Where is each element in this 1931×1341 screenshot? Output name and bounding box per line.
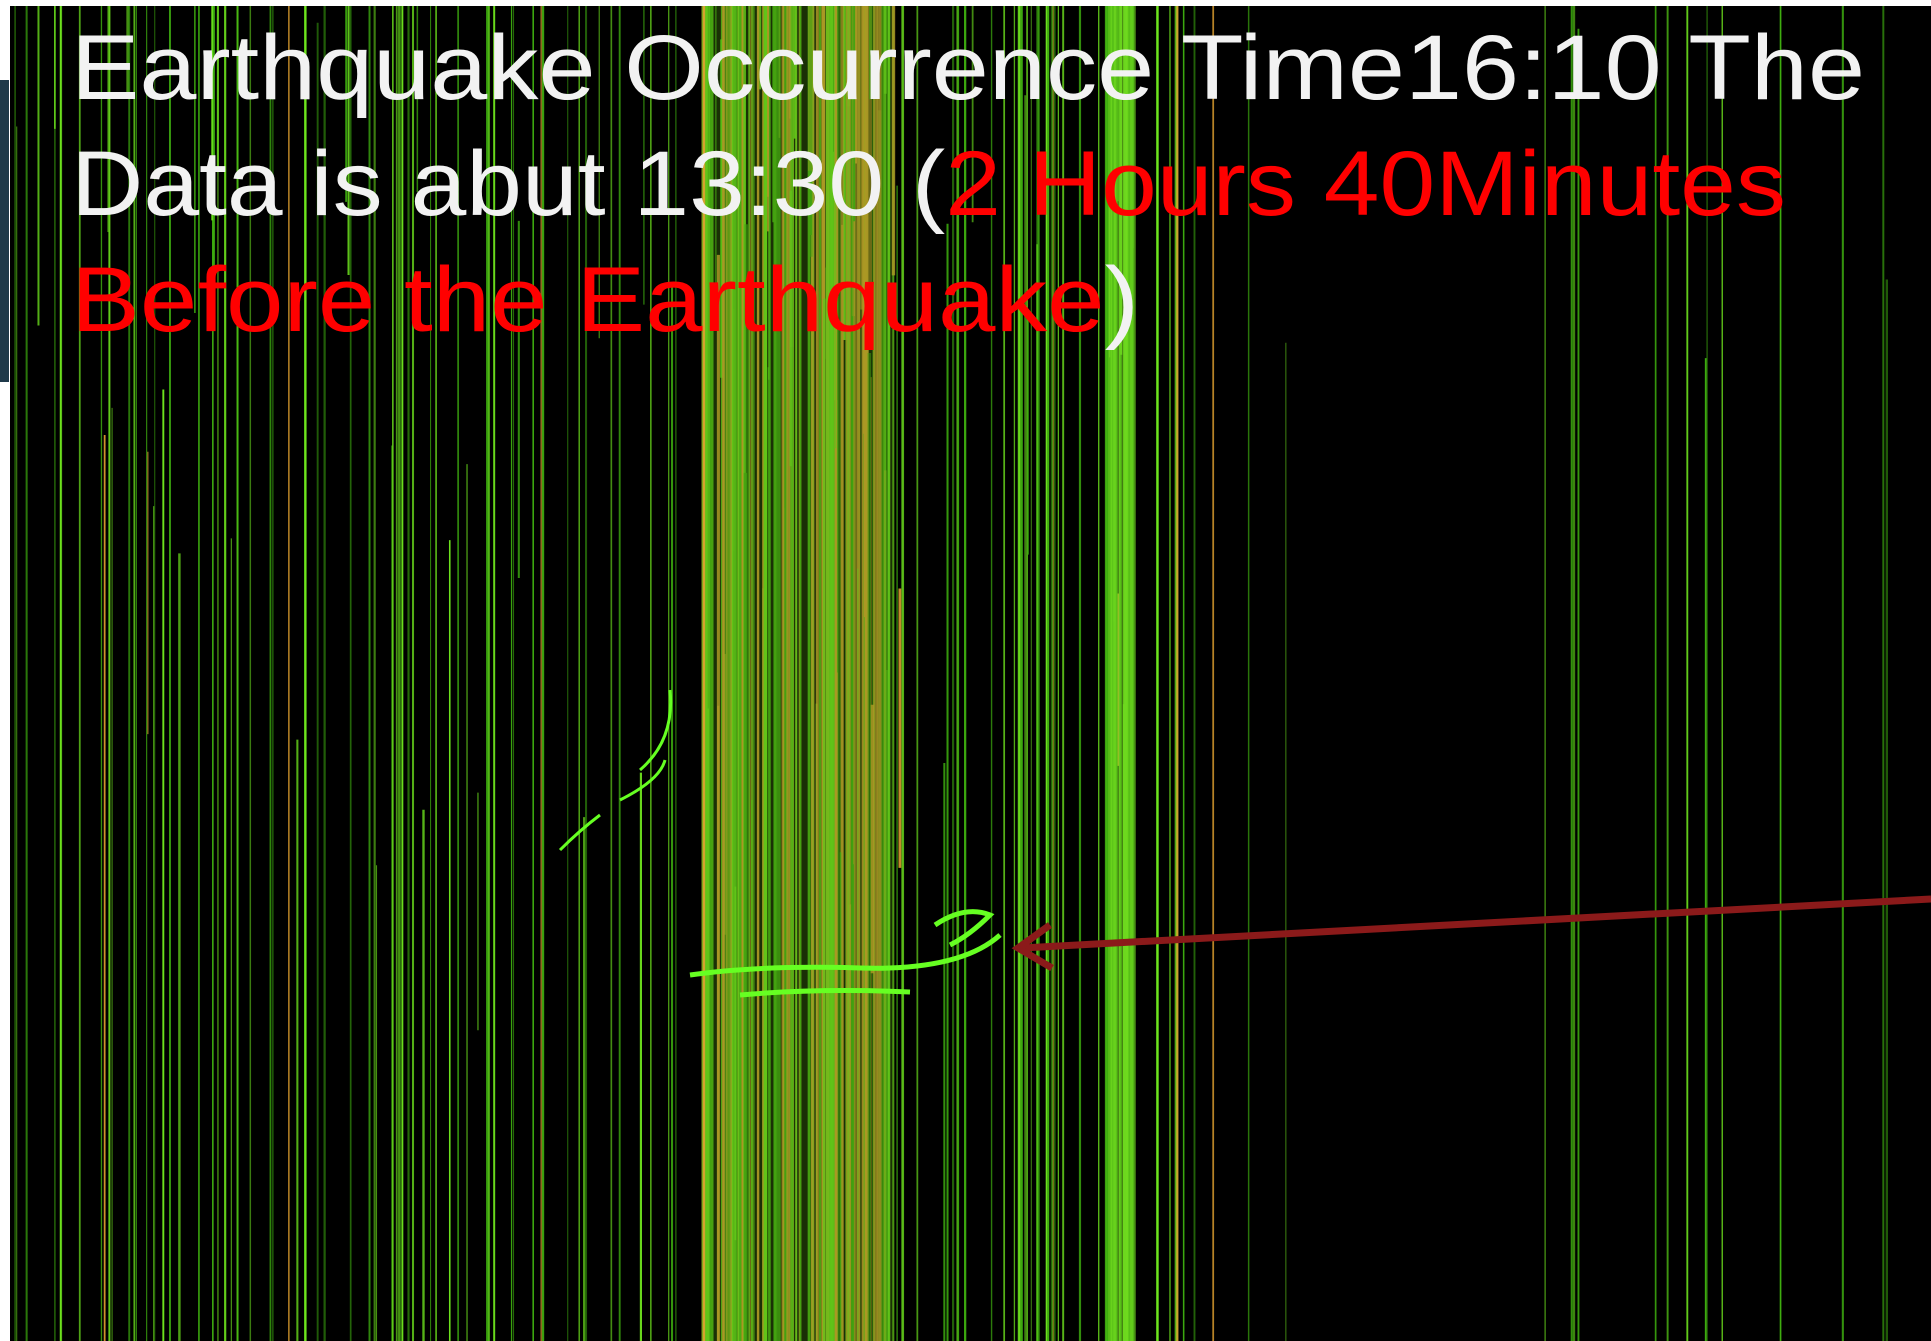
trace [558,813,601,852]
spectrogram-background [10,6,1931,1341]
side-accent [0,80,9,382]
dense-band [705,6,895,1341]
title-segment: Before the Earthquake [71,249,1105,351]
title-segment: 2 Hours 40Minutes [945,133,1786,235]
dense-band [1108,6,1136,1341]
title-segment: Earthquake Occurrence Time16:10 The [71,17,1865,119]
title-line: Earthquake Occurrence Time16:10 The [71,17,1865,119]
title: Earthquake Occurrence Time16:10 The Data … [71,17,1865,351]
arrow-head [1011,922,1054,972]
spectrogram-stripes [14,6,1889,1341]
signal-traces [558,689,1002,998]
arrow [1011,895,1931,972]
title-line: Before the Earthquake) [71,249,1139,351]
trace [689,933,1002,978]
trace [639,689,673,772]
trace [739,988,911,998]
title-line: Data is abut 13:30 (2 Hours 40Minutes [71,133,1786,235]
title-segment: ) [1105,249,1139,351]
trace [933,909,995,948]
title-segment: Data is abut 13:30 ( [71,133,946,235]
trace [619,759,667,802]
arrow-shaft [1021,895,1931,952]
